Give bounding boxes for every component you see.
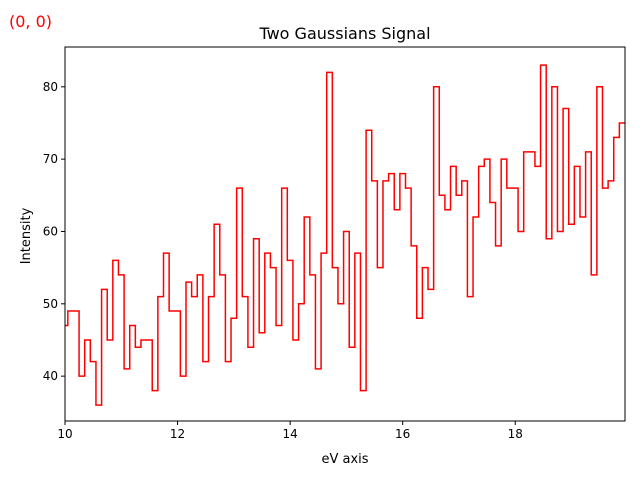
y-tick-label: 60 — [43, 224, 58, 238]
y-tick-label: 40 — [43, 369, 58, 383]
signal-step-line — [65, 64, 625, 406]
corner-label: (0, 0) — [9, 12, 53, 31]
y-tick-label: 70 — [43, 152, 58, 166]
x-tick-label: 16 — [395, 427, 410, 441]
x-tick-label: 10 — [57, 427, 72, 441]
chart-title: Two Gaussians Signal — [258, 24, 430, 43]
x-tick-label: 18 — [508, 427, 523, 441]
x-tick-label: 14 — [282, 427, 297, 441]
plot-frame — [64, 46, 626, 422]
x-tick-label: 12 — [170, 427, 185, 441]
y-axis-label: Intensity — [19, 207, 34, 264]
y-tick-label: 80 — [43, 80, 58, 94]
y-tick-label: 50 — [43, 297, 58, 311]
x-axis-label: eV axis — [321, 452, 368, 467]
